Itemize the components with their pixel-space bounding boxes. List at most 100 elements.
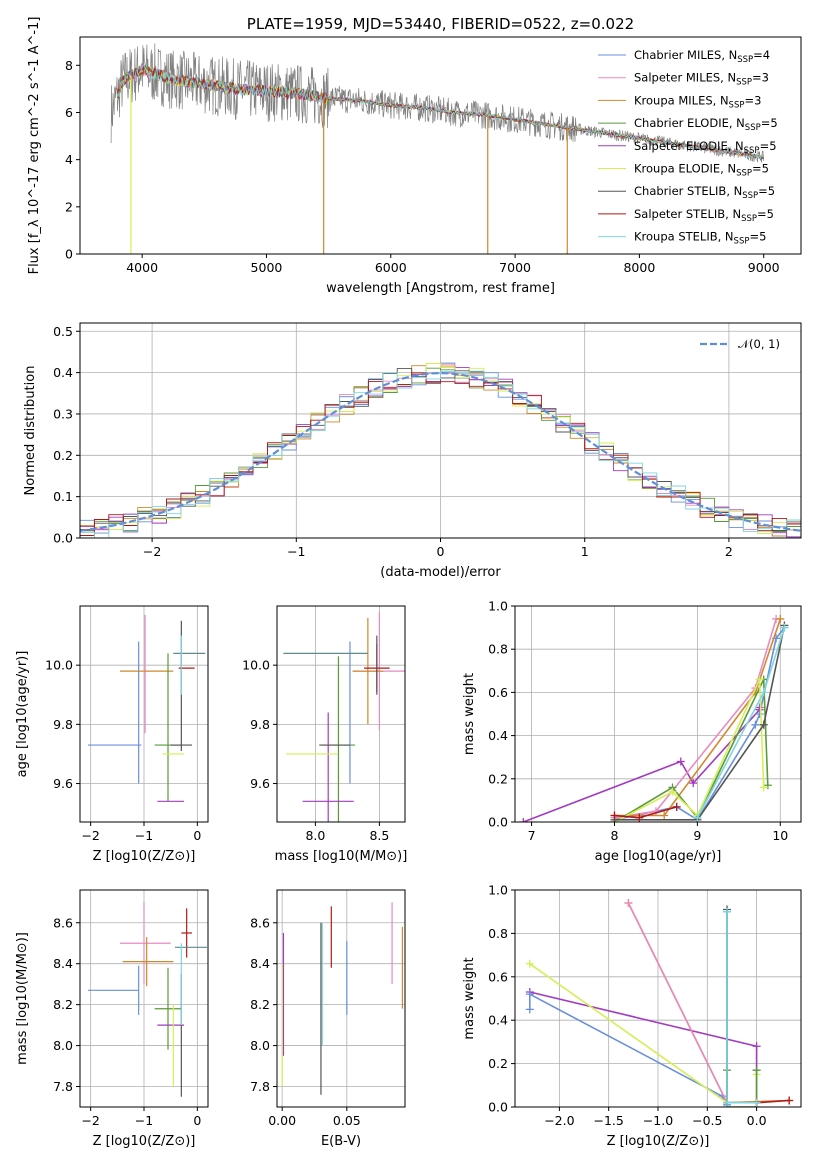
massweight-vs-age-ylabel: mass weight	[462, 673, 477, 755]
massweight-vs-age-series-6	[614, 625, 786, 821]
massweight-vs-age-series-7-point-2	[672, 802, 681, 811]
spectrum-legend-label-main-5: Kroupa ELODIE, N	[634, 162, 736, 176]
spectrum-xtick-label-0: 4000	[126, 260, 158, 275]
massweight-vs-age-xtick-label-3: 10	[772, 828, 788, 843]
massweight-vs-age-xtick-label-1: 8	[611, 828, 619, 843]
spectrum-legend-label-main-8: Kroupa STELIB, N	[634, 230, 734, 244]
massweight-vs-age-series-0-point-2	[689, 779, 698, 788]
spectrum-legend-label-tail-5: =5	[752, 162, 769, 176]
spectrum-legend-label-0: Chabrier MILES, NSSP=4	[634, 48, 770, 65]
age-vs-mass-frame	[276, 605, 406, 823]
massweight-vs-Z-series-3	[627, 902, 728, 1104]
spectrum-ylabel: Flux [f_λ 10^-17 erg cm^-2 s^-1 A^-1]	[27, 17, 42, 275]
massweight-vs-age-ytick-label-4: 0.8	[488, 642, 508, 657]
massweight-vs-age-ytick-label-1: 0.2	[488, 771, 508, 786]
massweight-vs-Z-series-7-point-1	[785, 1096, 794, 1105]
massweight-vs-Z-series-4	[529, 963, 758, 1104]
age-vs-Z-xlabel: Z [log10(Z/Z⊙)]	[93, 849, 196, 864]
massweight-vs-age-ytick-label-5: 1.0	[488, 599, 508, 614]
spectrum-legend-label-sub-2: SSP	[729, 100, 745, 110]
massweight-vs-age-ytick-label-3: 0.6	[488, 685, 508, 700]
age-vs-mass-xtick-label-0: 8.0	[305, 828, 325, 843]
massweight-vs-Z-series-8-point-2	[752, 1098, 761, 1107]
massweight-vs-age-ytick-label-2: 0.4	[488, 728, 508, 743]
spectrum-model-trace-8	[117, 64, 764, 160]
massweight-vs-age-xtick-label-2: 9	[693, 828, 701, 843]
massweight-vs-age-series-2-point-1	[651, 807, 660, 816]
age-vs-Z-panel: −2 −1 0 9.6 9.8 10.0 Z [log10(Z/Z⊙)] age [log10…	[15, 605, 209, 864]
massweight-vs-Z-ytick-label-0: 0.0	[488, 1100, 508, 1115]
age-vs-mass-ytick-label-2: 10.0	[242, 658, 270, 673]
spectrum-legend-label-sub-8: SSP	[734, 237, 750, 247]
spectrum-legend-label-tail-6: =5	[758, 184, 775, 198]
age-vs-Z-xtick-label-2: 0	[193, 828, 201, 843]
residuals-ytick-label-1: 0.1	[53, 489, 73, 504]
massweight-vs-Z-ytick-label-2: 0.4	[488, 1013, 508, 1028]
spectrum-legend-label-tail-2: =3	[744, 93, 761, 107]
age-vs-mass-ytick-label-0: 9.6	[250, 776, 270, 791]
mass-vs-Z-errorbar-2	[122, 937, 174, 987]
massweight-vs-Z-xtick-label-3: −0.5	[692, 1113, 722, 1128]
massweight-vs-Z-series-0-point-1	[752, 1042, 761, 1051]
massweight-vs-age-series-8-point-2	[780, 623, 789, 632]
massweight-vs-Z-series-4-point-0	[525, 959, 534, 968]
massweight-vs-age-series-4-point-4	[763, 781, 772, 790]
mass-vs-Z-errorbar-0	[88, 965, 140, 1015]
spectrum-legend-label-sub-3: SSP	[745, 123, 761, 133]
residuals-xtick-label-3: 1	[581, 544, 589, 559]
spectrum-legend-label-main-3: Chabrier ELODIE, N	[634, 116, 745, 130]
age-vs-Z-ylabel: age [log10(age/yr)]	[15, 651, 30, 778]
massweight-vs-Z-series-7	[756, 1099, 790, 1104]
mass-vs-Z-ytick-label-3: 8.4	[53, 956, 73, 971]
massweight-vs-Z-series-8-point-1	[723, 1098, 732, 1107]
spectrum-legend-label-tail-1: =3	[752, 71, 769, 85]
massweight-vs-Z-series-5-point-3	[752, 1066, 761, 1075]
residuals-legend-label: 𝒩(0, 1)	[738, 337, 780, 351]
spectrum-xtick-label-3: 7000	[499, 260, 531, 275]
massweight-vs-Z-series-0	[529, 991, 758, 1103]
mass-vs-ebv-ytick-label-3: 8.4	[250, 956, 270, 971]
spectrum-xtick-label-2: 6000	[375, 260, 407, 275]
massweight-vs-Z-series-6	[726, 909, 757, 1104]
residuals-ytick-label-0: 0.0	[53, 531, 73, 546]
massweight-vs-age-series-7-point-0	[610, 811, 619, 820]
spectrum-legend-label-sub-0: SSP	[737, 55, 753, 65]
massweight-vs-age-series-8-point-1	[759, 688, 768, 697]
massweight-vs-age-xlabel: age [log10(age/yr)]	[595, 849, 722, 864]
spectrum-legend-label-sub-1: SSP	[736, 78, 752, 88]
mass-vs-ebv-xtick-label-0: 0.00	[268, 1113, 296, 1128]
mass-vs-ebv-xlabel: E(B-V)	[321, 1134, 361, 1149]
spectrum-legend-label-tail-7: =5	[757, 207, 774, 221]
age-vs-mass-xtick-label-1: 8.5	[369, 828, 389, 843]
spectrum-xtick-label-4: 8000	[623, 260, 655, 275]
spectrum-ytick-label-1: 2	[65, 199, 73, 214]
spectrum-legend-label-main-0: Chabrier MILES, N	[634, 48, 737, 62]
spectrum-legend-label-tail-3: =5	[761, 116, 778, 130]
age-vs-mass-ytick-label-1: 9.8	[250, 717, 270, 732]
spectrum-xtick-label-1: 5000	[251, 260, 283, 275]
massweight-vs-age-series-0-point-1	[676, 757, 685, 766]
mass-vs-Z-ytick-label-1: 8.0	[53, 1038, 73, 1053]
spectrum-legend-label-tail-0: =4	[753, 48, 770, 62]
massweight-vs-Z-ytick-label-1: 0.2	[488, 1056, 508, 1071]
massweight-vs-age-series-0	[523, 707, 761, 822]
massweight-vs-age-series-7-point-1	[635, 813, 644, 822]
mass-vs-ebv-panel: 0.00 0.05 7.8 8.0 8.2 8.4 8.6 E(B-V)	[250, 889, 406, 1149]
residuals-histogram-3	[80, 367, 801, 532]
mass-vs-Z-errorbar-3	[154, 967, 182, 1050]
spectrum-legend-label-4: Salpeter ELODIE, NSSP=5	[634, 139, 777, 156]
massweight-vs-age-xtick-label-0: 7	[528, 828, 536, 843]
residuals-ytick-label-2: 0.2	[53, 448, 73, 463]
massweight-vs-Z-ytick-label-4: 0.8	[488, 926, 508, 941]
massweight-vs-age-series-8-point-0	[693, 813, 702, 822]
age-vs-Z-xtick-label-1: −1	[135, 828, 153, 843]
residuals-xtick-label-2: 0	[437, 544, 445, 559]
residuals-xtick-label-1: −1	[287, 544, 305, 559]
mass-vs-Z-ytick-label-2: 8.2	[53, 997, 73, 1012]
mass-vs-Z-panel: −2 −1 0 7.8 8.0 8.2 8.4 8.6 Z [log10(Z/Z⊙)] mass …	[15, 889, 209, 1149]
massweight-vs-age-series-3-point-3	[776, 614, 785, 623]
massweight-vs-age-series-5-point-1	[668, 787, 677, 796]
massweight-vs-age-series-5-point-3	[755, 675, 764, 684]
